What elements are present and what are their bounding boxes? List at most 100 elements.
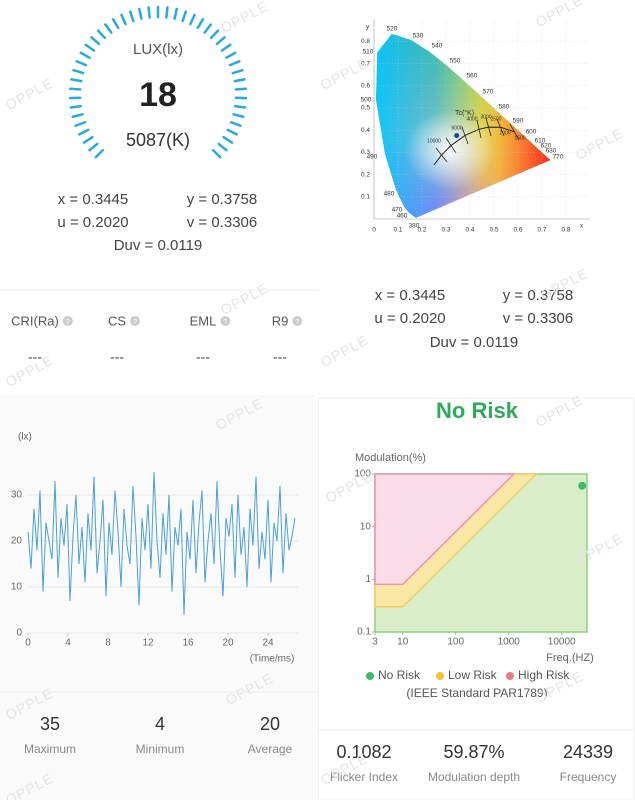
y-tick-label: 0.4 [361, 127, 370, 134]
x-tick-label: 0.5 [489, 227, 498, 234]
modulation-depth: 59.87% [443, 742, 504, 762]
gauge-dash [189, 13, 196, 26]
watermark: OPPLE [3, 75, 56, 113]
gauge [68, 5, 248, 159]
x-tick-label: 1000 [498, 637, 521, 648]
gauge-dash [74, 121, 87, 128]
gauge-dash [229, 121, 242, 128]
stat-label: Maximum [24, 742, 76, 756]
y-tick-label: 10 [360, 521, 372, 532]
help-icon [62, 316, 73, 326]
x-tick-label: 16 [182, 638, 194, 649]
wavelength-label: 480 [384, 191, 395, 198]
gauge-dash [233, 104, 247, 109]
gauge-dash [231, 68, 244, 75]
gauge-dash [128, 10, 135, 23]
y-tick-label: 0.6 [361, 83, 370, 90]
risk-chart: 0.1 1 10 100 3 10 100 1000 10000 No Risk Low Risk H… [354, 469, 588, 682]
wavelength-label: 380 [409, 223, 420, 230]
help-icon-glyph: ? [133, 319, 137, 326]
x-tick-label: 4 [65, 638, 71, 649]
x-axis-label: (Time/ms) [250, 654, 295, 665]
x-tick-label: 0.3 [441, 227, 450, 234]
gauge-dash [84, 43, 96, 52]
gauge-unit: LUX(lx) [133, 41, 183, 58]
gauge-dash [78, 128, 90, 136]
flicker-stat-label: Flicker Index [330, 770, 398, 784]
gauge-dash [70, 78, 83, 83]
wavelength-label: 560 [467, 73, 478, 80]
cie-diagram: 0 0.1 0.2 0.3 0.4 0.5 0.6 0.7 0.8 0.1 0.2 0.3 0.4 0.5… [361, 19, 590, 234]
help-icon [220, 316, 231, 326]
cct-label: 1500 [514, 135, 525, 141]
x-tick-label: 0.7 [537, 227, 546, 234]
x-tick-label: 0.6 [513, 227, 522, 234]
measurement-point [578, 481, 587, 490]
gauge-dash [75, 60, 88, 67]
legend-label: Low Risk [448, 668, 498, 682]
wavelength-label: 580 [499, 104, 510, 111]
gauge-dash [215, 36, 226, 46]
x-tick-label: 0.2 [417, 227, 426, 234]
metric-value: --- [28, 349, 42, 365]
wavelength-label: 610 [535, 138, 546, 145]
wavelength-label: 570 [483, 89, 494, 96]
gauge-dash [165, 6, 169, 19]
wavelength-label: 490 [367, 154, 378, 161]
gauge-dash [217, 142, 228, 152]
y-tick-label: 0.2 [361, 171, 370, 178]
coord-duv: Duv = 0.0119 [430, 334, 519, 351]
gauge-dash [71, 113, 84, 119]
gauge-dash [233, 78, 246, 83]
gauge-dash [138, 7, 143, 21]
flicker-stats: 0.1082 59.87% 24339 Flicker Index Modulation… [330, 742, 616, 784]
gauge-dash [220, 43, 232, 52]
wavelength-label: 500 [361, 97, 372, 104]
coord-u: u = 0.2020 [374, 310, 445, 327]
chromaticity-point [454, 133, 460, 139]
stat-label: Minimum [136, 742, 185, 756]
gauge-dash [68, 87, 82, 91]
flicker-stat-label: Modulation depth [428, 770, 520, 784]
gauge-dash [90, 36, 101, 46]
stat-value: 35 [40, 714, 60, 734]
wavelength-label: 510 [363, 49, 374, 56]
gauge-dash [120, 13, 127, 26]
legend-label: No Risk [378, 668, 421, 682]
metric-label: R9 [272, 313, 289, 328]
y-tick-label: 0.8 [361, 38, 370, 45]
y-tick-label: 0.1 [357, 627, 371, 638]
help-icon-glyph: ? [223, 319, 227, 326]
legend-label: High Risk [518, 668, 570, 682]
metric-value: --- [196, 349, 210, 365]
stat-label: Average [248, 742, 293, 756]
cct-label: 4000 [466, 116, 477, 122]
gauge-dash [209, 29, 220, 40]
gauge-dash [173, 7, 178, 21]
waveform-card [0, 395, 316, 800]
x-tick-label: 3 [372, 637, 378, 648]
y-tick-label: 0.3 [361, 149, 370, 156]
x-tick-label: 20 [222, 638, 234, 649]
coord-y: y = 0.3758 [187, 191, 257, 208]
wavelength-label: 520 [387, 26, 398, 33]
coord-x: x = 0.3445 [375, 287, 445, 304]
gauge-cct: 5087(K) [126, 130, 190, 150]
coord-u: u = 0.2020 [57, 214, 128, 231]
gauge-value: 18 [139, 76, 177, 114]
gauge-dash [79, 51, 91, 59]
legend-swatch [366, 672, 374, 680]
gauge-dash [94, 148, 105, 159]
coord-v: v = 0.3306 [187, 214, 257, 231]
y-tick-label: 0.1 [361, 194, 370, 201]
legend-swatch [506, 672, 514, 680]
waveform-line [27, 471, 296, 615]
cct-label: 2500 [490, 116, 501, 122]
y-tick-label: 10 [11, 582, 23, 593]
cct-label: 2000 [499, 130, 510, 136]
stats: 35 Maximum 4 Minimum 20 Average [24, 714, 293, 756]
y-axis-label: (lx) [18, 432, 32, 443]
risk-region [374, 473, 516, 586]
help-icon-glyph: ? [66, 319, 70, 326]
